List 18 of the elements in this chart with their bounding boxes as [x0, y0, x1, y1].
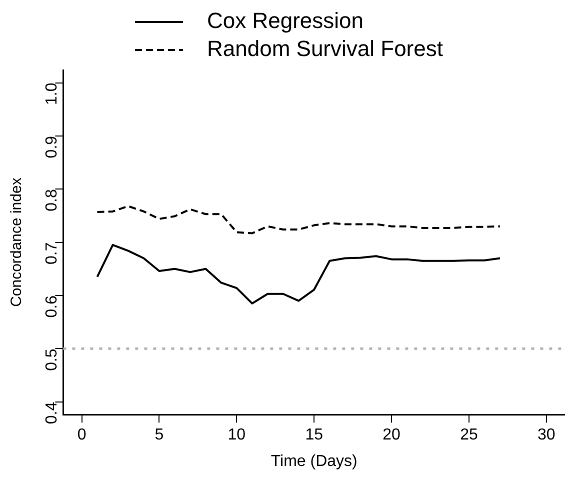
y-tick-label: 0.5 — [44, 348, 61, 371]
x-tick-label: 5 — [154, 426, 164, 444]
x-tick-label: 20 — [382, 426, 401, 444]
x-tick-label: 30 — [538, 426, 556, 444]
y-axis-title: Concordance index — [8, 177, 26, 307]
y-tick-label: 0.9 — [44, 136, 61, 158]
legend-label: Cox Regression — [207, 8, 364, 34]
x-axis-title: Time (Days) — [270, 452, 358, 470]
y-tick-label: 0.8 — [44, 189, 61, 212]
x-tick-label: 0 — [77, 426, 86, 444]
x-tick-label: 15 — [305, 426, 324, 444]
y-tick-label: 1.0 — [44, 82, 61, 106]
y-tick-label: 0.7 — [44, 242, 61, 265]
y-tick-label: 0.4 — [44, 402, 61, 424]
legend-label: Random Survival Forest — [207, 36, 443, 62]
x-tick-label: 10 — [228, 426, 246, 444]
y-tick-label: 0.6 — [44, 295, 61, 318]
x-tick-label: 25 — [460, 426, 478, 444]
